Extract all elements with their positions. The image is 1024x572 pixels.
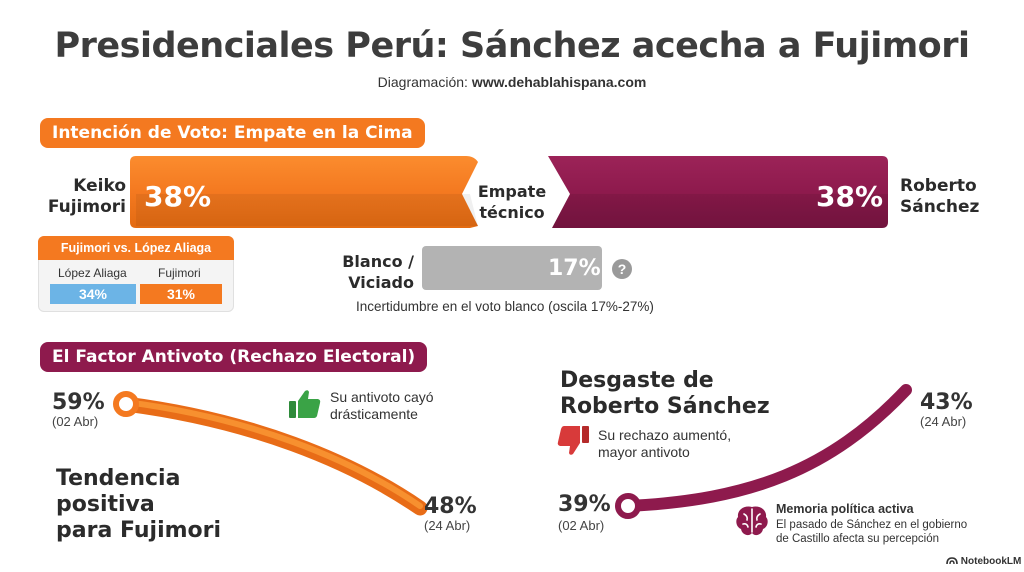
- sanchez-antivote-start-marker: [615, 493, 641, 519]
- section-vote-intention-title: Intención de Voto: Empate en la Cima: [40, 118, 425, 148]
- runoff-a-label: López Aliaga: [58, 266, 127, 280]
- sanchez-vote-percent: 38%: [816, 180, 884, 213]
- sanchez-antivote-note: Su rechazo aumentó, mayor antivoto: [598, 427, 732, 460]
- runoff-a-bar: 34%: [50, 284, 136, 304]
- thumbs-up-icon: [289, 390, 321, 418]
- brain-icon: [736, 506, 768, 536]
- fujimori-antivote-start-percent: 59%: [52, 390, 105, 415]
- blank-vote-bar: [422, 246, 602, 290]
- sanchez-antivote-end-percent: 43%: [920, 390, 973, 415]
- sanchez-antivote-curve: [622, 384, 912, 512]
- sanchez-antivote-end-date: (24 Abr): [920, 414, 967, 429]
- memory-title: Memoria política activa: [776, 502, 914, 516]
- fujimori-antivote-start-date: (02 Abr): [52, 414, 99, 429]
- vote-bars: [130, 156, 888, 228]
- sanchez-antivote-start-percent: 39%: [558, 492, 611, 517]
- runoff-b-label: Fujimori: [158, 266, 201, 280]
- section-antivote-title: El Factor Antivoto (Rechazo Electoral): [40, 342, 428, 372]
- blank-vote-note: Incertidumbre en el voto blanco (oscila …: [356, 299, 654, 314]
- antivote-curves: [113, 384, 912, 519]
- credit-label: Diagramación:: [377, 74, 468, 90]
- credit-line: Diagramación: www.dehablahispana.com: [0, 74, 1024, 90]
- sanchez-antivote-start-date: (02 Abr): [558, 518, 605, 533]
- runoff-b-bar: 31%: [140, 284, 222, 304]
- fujimori-antivote-end-percent: 48%: [424, 494, 477, 519]
- page-title: Presidenciales Perú: Sánchez acecha a Fu…: [54, 26, 970, 66]
- question-icon[interactable]: ?: [612, 259, 632, 279]
- sanchez-vote-bar: [548, 156, 888, 228]
- fujimori-vote-bar: [130, 156, 478, 228]
- blank-vote-percent: 17%: [548, 256, 601, 281]
- thumbs-down-icon: [557, 426, 589, 455]
- fujimori-antivote-end-date: (24 Abr): [424, 518, 471, 533]
- fujimori-antivote-start-marker: [113, 391, 139, 417]
- blank-label: Blanco / Viciado: [342, 252, 414, 292]
- sanchez-wear-headline: Desgaste de Roberto Sánchez: [560, 368, 770, 419]
- fujimori-vote-percent: 38%: [144, 180, 212, 213]
- fujimori-trend-headline: Tendencia positiva para Fujimori: [56, 466, 222, 543]
- sanchez-name: Roberto Sánchez: [900, 176, 980, 217]
- footer-brand: NotebookLM: [946, 556, 1021, 567]
- credit-site-link[interactable]: www.dehablahispana.com: [471, 74, 647, 90]
- tie-label: Empate técnico: [477, 182, 547, 222]
- memory-note: El pasado de Sánchez en el gobierno de C…: [776, 519, 968, 545]
- fujimori-name: Keiko Fujimori: [47, 176, 126, 217]
- runoff-title: Fujimori vs. López Aliaga: [38, 236, 234, 260]
- notebook-logo-icon: [946, 557, 958, 565]
- fujimori-antivote-note: Su antivoto cayó drásticamente: [330, 389, 434, 422]
